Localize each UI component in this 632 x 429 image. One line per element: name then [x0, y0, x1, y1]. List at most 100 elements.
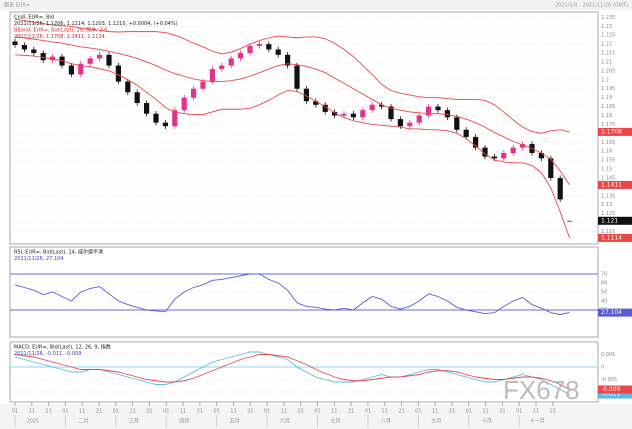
- x-day-label: 01: [113, 409, 119, 415]
- candle-body: [97, 54, 103, 59]
- x-day-label: 21: [298, 409, 304, 415]
- y-tick-label: 1.16: [601, 149, 612, 155]
- y-tick-label: 1.145: [601, 175, 615, 181]
- candle-body: [491, 156, 497, 159]
- x-month-label: 十月: [482, 418, 492, 425]
- indicator-line: [14, 273, 570, 315]
- y-tick-label: 1.13: [601, 202, 612, 208]
- value-box: [598, 216, 632, 225]
- candle-body: [463, 129, 469, 137]
- y-tick-label: 1.175: [601, 122, 615, 128]
- header-title: 图表 EUR=: [4, 2, 30, 9]
- y-tick-label: 60: [601, 281, 607, 287]
- candle-body: [87, 58, 93, 64]
- candle-body: [12, 41, 18, 46]
- macd-panel: [9, 341, 599, 403]
- value-box-label: 1.1708: [601, 128, 622, 135]
- x-month-label: 四月: [179, 419, 189, 425]
- x-day-label: 21: [348, 409, 354, 415]
- y-tick-label: 50: [601, 290, 607, 296]
- y-tick-label: 1.15: [601, 167, 612, 173]
- y-tick-label: 1.115: [601, 229, 615, 235]
- y-tick-label: 1.135: [601, 193, 615, 199]
- candle-body: [238, 53, 244, 59]
- x-month-label: 七月: [331, 418, 341, 425]
- x-month-label: 五月: [230, 419, 240, 425]
- y-tick-label: 1.205: [601, 68, 615, 74]
- y-tick-label: 1.155: [601, 158, 615, 164]
- candle-body: [407, 122, 413, 127]
- y-tick-label: 1.215: [601, 51, 615, 57]
- candle-body: [397, 119, 403, 127]
- x-day-label: 11: [382, 409, 388, 415]
- candle-body: [416, 115, 422, 123]
- candle-body: [275, 49, 281, 55]
- y-tick-label: 1.165: [601, 140, 615, 146]
- y-tick-label: 0.005: [601, 352, 615, 358]
- legend-line: 2021/11/26, -0.011, -0.009: [14, 351, 81, 357]
- y-tick-label: 1.19: [601, 95, 612, 101]
- y-tick-label: 1.225: [601, 33, 615, 39]
- x-day-label: 01: [264, 409, 270, 415]
- candle-body: [228, 58, 234, 66]
- band-line: [14, 54, 571, 239]
- candle-body: [50, 56, 56, 61]
- value-box: [598, 127, 632, 136]
- candle-body: [40, 53, 46, 61]
- x-month-label: 2021: [27, 419, 40, 425]
- x-day-label: 11: [432, 409, 438, 415]
- x-day-label: 01: [415, 409, 421, 415]
- candle-body: [144, 103, 150, 114]
- value-box: [598, 308, 632, 317]
- candle-body: [388, 106, 394, 120]
- x-day-label: 01: [314, 409, 320, 415]
- x-month-label: 十一月: [530, 418, 545, 425]
- candle-body: [313, 101, 319, 105]
- candle-body: [134, 92, 140, 104]
- candle-body: [548, 158, 554, 178]
- candle-body: [106, 54, 112, 66]
- candle-body: [426, 106, 432, 116]
- candle-body: [153, 113, 159, 123]
- x-axis-bar: [0, 404, 632, 429]
- candle-body: [78, 63, 84, 75]
- x-day-label: 21: [197, 409, 203, 415]
- x-day-label: 11: [281, 409, 287, 415]
- candle-body: [482, 147, 488, 157]
- main-panel: [9, 11, 599, 245]
- candle-body: [31, 49, 37, 54]
- value-box-label: 1.121: [601, 217, 618, 224]
- y-tick-label: 1.18: [601, 113, 612, 119]
- band-line: [14, 18, 570, 134]
- candle-body: [200, 81, 206, 89]
- candle-body: [115, 65, 121, 82]
- x-day-label: 21: [398, 409, 404, 415]
- y-tick-label: 1.125: [601, 211, 615, 217]
- value-box: [598, 390, 632, 399]
- legend-line: 2021/11/26, 27.104: [14, 256, 64, 262]
- candle-body: [285, 54, 291, 66]
- legend-line: Cndl, EUR=, Bid: [14, 15, 54, 21]
- value-box: [598, 385, 632, 394]
- legend-line: 2021/11/26, 1.1708, 1.1411, 1.1114: [14, 34, 105, 40]
- candle-body: [303, 88, 309, 102]
- x-day-label: 01: [12, 409, 18, 415]
- candle-body: [444, 110, 450, 118]
- x-day-label: 01: [466, 409, 472, 415]
- y-tick-label: 1.23: [601, 24, 612, 30]
- x-month-label: 二月: [78, 419, 88, 425]
- candle-body: [181, 97, 187, 111]
- x-day-label: 21: [96, 409, 102, 415]
- candle-body: [473, 136, 479, 148]
- value-box-label: 1.1114: [601, 234, 622, 241]
- y-tick-label: 1.195: [601, 86, 615, 92]
- x-day-label: 11: [482, 409, 488, 415]
- value-box-label: -0.009: [601, 386, 621, 393]
- x-day-label: 11: [29, 409, 35, 415]
- y-tick-label: 1.21: [601, 59, 612, 65]
- candle-body: [256, 44, 262, 46]
- legend-line: 2021/11/26, 1.1206, 1.1214, 1.1203, 1.12…: [14, 21, 178, 27]
- value-box: [598, 233, 632, 242]
- x-day-label: 01: [365, 409, 371, 415]
